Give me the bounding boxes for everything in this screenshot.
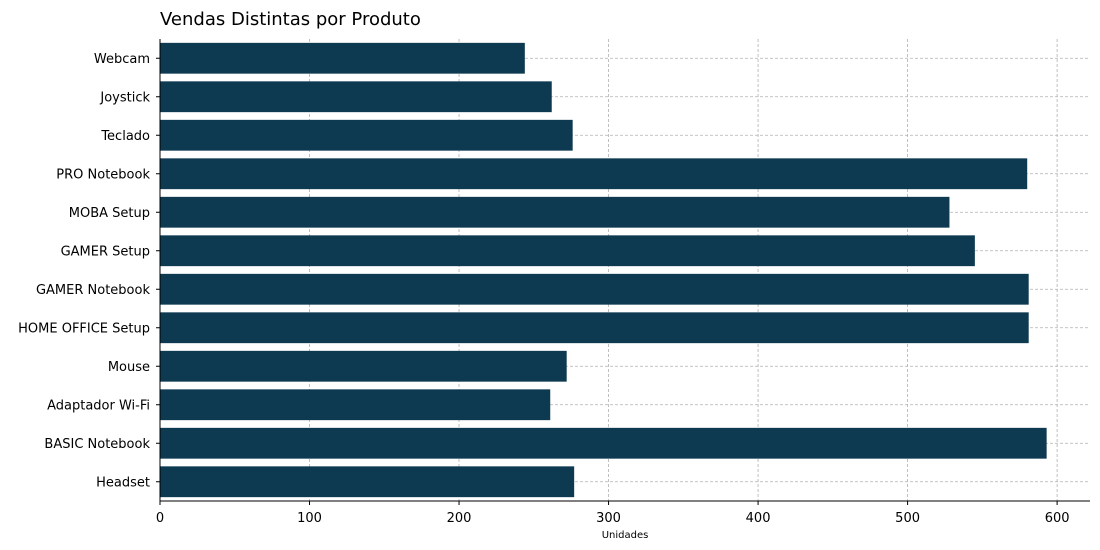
y-tick-label: GAMER Setup [61,244,150,259]
bar [160,119,573,151]
y-axis-ticks: Webcam Joystick Teclado PRO Notebook MOBA Se… [18,52,160,490]
y-tick-label: Teclado [100,129,150,144]
x-axis-ticks: 0 100 200 300 400 500 600 [156,501,1070,526]
x-tick-label: 600 [1045,511,1070,526]
bar [160,350,567,382]
bar [160,466,575,498]
bar [160,42,525,74]
x-tick-label: 300 [596,511,621,526]
bar [160,427,1047,459]
x-tick-label: 500 [895,511,920,526]
y-tick-label: HOME OFFICE Setup [18,321,150,336]
y-tick-label: PRO Notebook [56,167,150,182]
y-tick-label: Adaptador Wi-Fi [47,398,150,413]
x-tick-label: 100 [297,511,322,526]
bar [160,273,1029,305]
x-tick-label: 200 [447,511,472,526]
y-tick-label: Webcam [94,52,150,67]
y-tick-label: MOBA Setup [69,206,150,221]
y-tick-label: Headset [96,475,150,490]
bar [160,312,1029,344]
bar [160,196,950,228]
x-axis-label: Unidades [602,530,649,541]
y-tick-label: BASIC Notebook [44,437,150,452]
chart-title: Vendas Distintas por Produto [160,9,421,30]
bar [160,81,552,113]
y-tick-label: Joystick [99,90,150,105]
x-tick-label: 0 [156,511,164,526]
bar [160,389,551,421]
bar [160,158,1028,190]
bars [160,42,1047,498]
y-tick-label: GAMER Notebook [36,283,150,298]
x-tick-label: 400 [746,511,771,526]
bar [160,235,975,267]
y-tick-label: Mouse [108,360,150,375]
